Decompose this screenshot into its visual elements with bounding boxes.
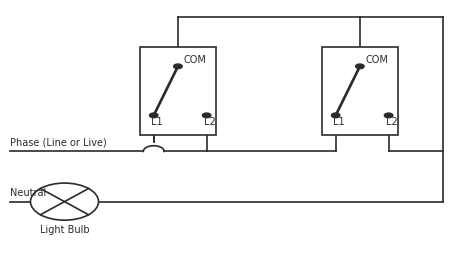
Text: L2: L2	[204, 117, 215, 127]
Circle shape	[173, 64, 182, 69]
Text: L2: L2	[385, 117, 397, 127]
Text: L1: L1	[333, 117, 344, 127]
Text: L1: L1	[151, 117, 162, 127]
Circle shape	[202, 113, 211, 118]
Text: Light Bulb: Light Bulb	[40, 225, 89, 235]
Text: COM: COM	[183, 55, 207, 65]
Circle shape	[149, 113, 158, 118]
Text: COM: COM	[365, 55, 388, 65]
Bar	[140, 47, 216, 135]
Circle shape	[30, 183, 99, 220]
Text: Neutral: Neutral	[10, 188, 46, 198]
Circle shape	[384, 113, 393, 118]
Circle shape	[356, 64, 364, 69]
Bar	[322, 47, 398, 135]
Text: Phase (Line or Live): Phase (Line or Live)	[10, 138, 107, 148]
Circle shape	[331, 113, 340, 118]
